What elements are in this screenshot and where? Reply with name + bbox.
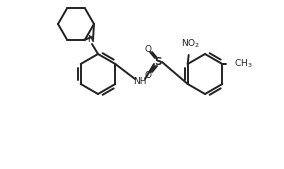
Text: O: O xyxy=(145,44,151,54)
Text: NO$_2$: NO$_2$ xyxy=(181,38,200,50)
Text: CH$_3$: CH$_3$ xyxy=(234,58,253,70)
Text: O: O xyxy=(145,70,151,79)
Text: S: S xyxy=(154,57,162,67)
Text: NH: NH xyxy=(133,77,147,86)
Text: N: N xyxy=(87,35,93,44)
